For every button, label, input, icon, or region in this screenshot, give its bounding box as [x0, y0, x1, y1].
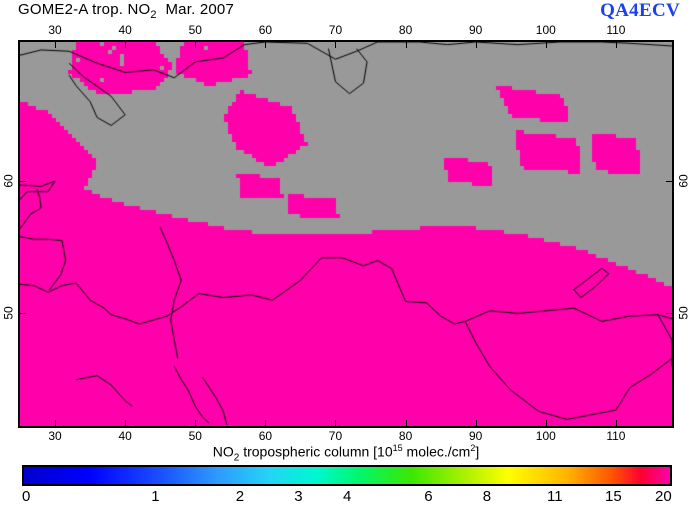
cbar-exponent: 15	[392, 443, 403, 453]
x-axis-tick-label: 110	[606, 429, 626, 443]
colorbar-tick-label: 20	[655, 488, 672, 505]
title-bar: GOME2-A trop. NO2 Mar. 2007 QA4ECV	[0, 0, 692, 22]
x-axis-tick-label: 90	[469, 429, 483, 443]
title-species: GOME2-A trop. NO	[18, 1, 151, 18]
x-axis-tick-label: 70	[328, 429, 343, 443]
x-tick-mark	[265, 42, 267, 48]
x-axis-tick-label: 80	[398, 429, 413, 443]
x-axis-tick-label: 60	[258, 429, 273, 443]
colorbar[interactable]	[22, 465, 672, 486]
x-tick-mark	[195, 42, 197, 48]
x-tick-mark	[475, 420, 477, 426]
y-axis-tick-label: 60	[676, 174, 691, 188]
x-tick-mark	[55, 420, 57, 426]
colorbar-tick-label: 2	[235, 488, 245, 505]
y-tick-mark	[666, 181, 672, 183]
x-tick-mark	[265, 420, 267, 426]
x-axis-tick-label: 60	[258, 23, 273, 37]
x-tick-mark	[335, 42, 337, 48]
x-tick-mark	[545, 42, 547, 48]
y-axis-tick-label: 50	[676, 306, 691, 321]
title-species-subscript: 2	[150, 9, 157, 21]
x-tick-mark	[405, 42, 407, 48]
colorbar-tick-label: 0	[22, 488, 31, 505]
colorbar-tick-label: 15	[605, 488, 622, 505]
x-axis-tick-label: 50	[188, 23, 202, 37]
x-tick-mark	[615, 420, 617, 426]
y-tick-mark	[666, 313, 672, 315]
x-axis-tick-label: 40	[118, 429, 132, 443]
colorbar-tick-label: 4	[343, 488, 352, 505]
x-axis-tick-label: 100	[535, 429, 556, 443]
qa4ecv-logo: QA4ECV	[600, 0, 680, 21]
x-tick-mark	[55, 42, 57, 48]
x-axis-tick-label: 110	[606, 23, 626, 37]
x-axis-tick-label: 90	[469, 23, 483, 37]
cbar-mid: tropospheric column [10	[239, 443, 393, 460]
cbar-tail: molec./cm	[402, 443, 471, 460]
colorbar-tick-label: 6	[424, 488, 433, 505]
x-tick-mark	[125, 42, 127, 48]
y-tick-mark	[20, 313, 26, 315]
map-plot-panel[interactable]	[18, 40, 674, 428]
y-axis-tick-label: 50	[1, 306, 16, 321]
page-title: GOME2-A trop. NO2 Mar. 2007	[18, 1, 234, 21]
colorbar-title: NO2 tropospheric column [1015 molec./cm2…	[213, 443, 479, 463]
cbar-species: NO	[212, 443, 234, 460]
x-axis-tick-label: 30	[48, 23, 62, 37]
x-axis-tick-label: 40	[118, 23, 132, 37]
x-tick-mark	[195, 420, 197, 426]
no2-heatmap-canvas[interactable]	[20, 42, 672, 426]
y-tick-mark	[20, 181, 26, 183]
colorbar-tick-label: 11	[547, 488, 563, 505]
colorbar-gradient	[24, 467, 670, 484]
colorbar-tick-label: 1	[151, 488, 160, 505]
colorbar-tick-label: 3	[294, 488, 303, 505]
x-tick-mark	[335, 420, 337, 426]
x-tick-mark	[615, 42, 617, 48]
x-axis-tick-label: 30	[48, 429, 62, 443]
colorbar-tick-label: 8	[482, 488, 492, 505]
y-axis-tick-label: 60	[1, 174, 16, 188]
x-tick-mark	[405, 420, 407, 426]
x-tick-mark	[545, 420, 547, 426]
title-period: Mar. 2007	[165, 1, 234, 18]
cbar-close: ]	[475, 443, 480, 460]
cbar-species-subscript: 2	[233, 452, 240, 464]
x-axis-tick-label: 100	[535, 23, 556, 37]
x-tick-mark	[125, 420, 127, 426]
x-tick-mark	[475, 42, 477, 48]
x-axis-tick-label: 50	[188, 429, 202, 443]
x-axis-tick-label: 70	[328, 23, 343, 37]
x-axis-tick-label: 80	[398, 23, 413, 37]
cbar-tail-exponent: 2	[470, 443, 476, 453]
